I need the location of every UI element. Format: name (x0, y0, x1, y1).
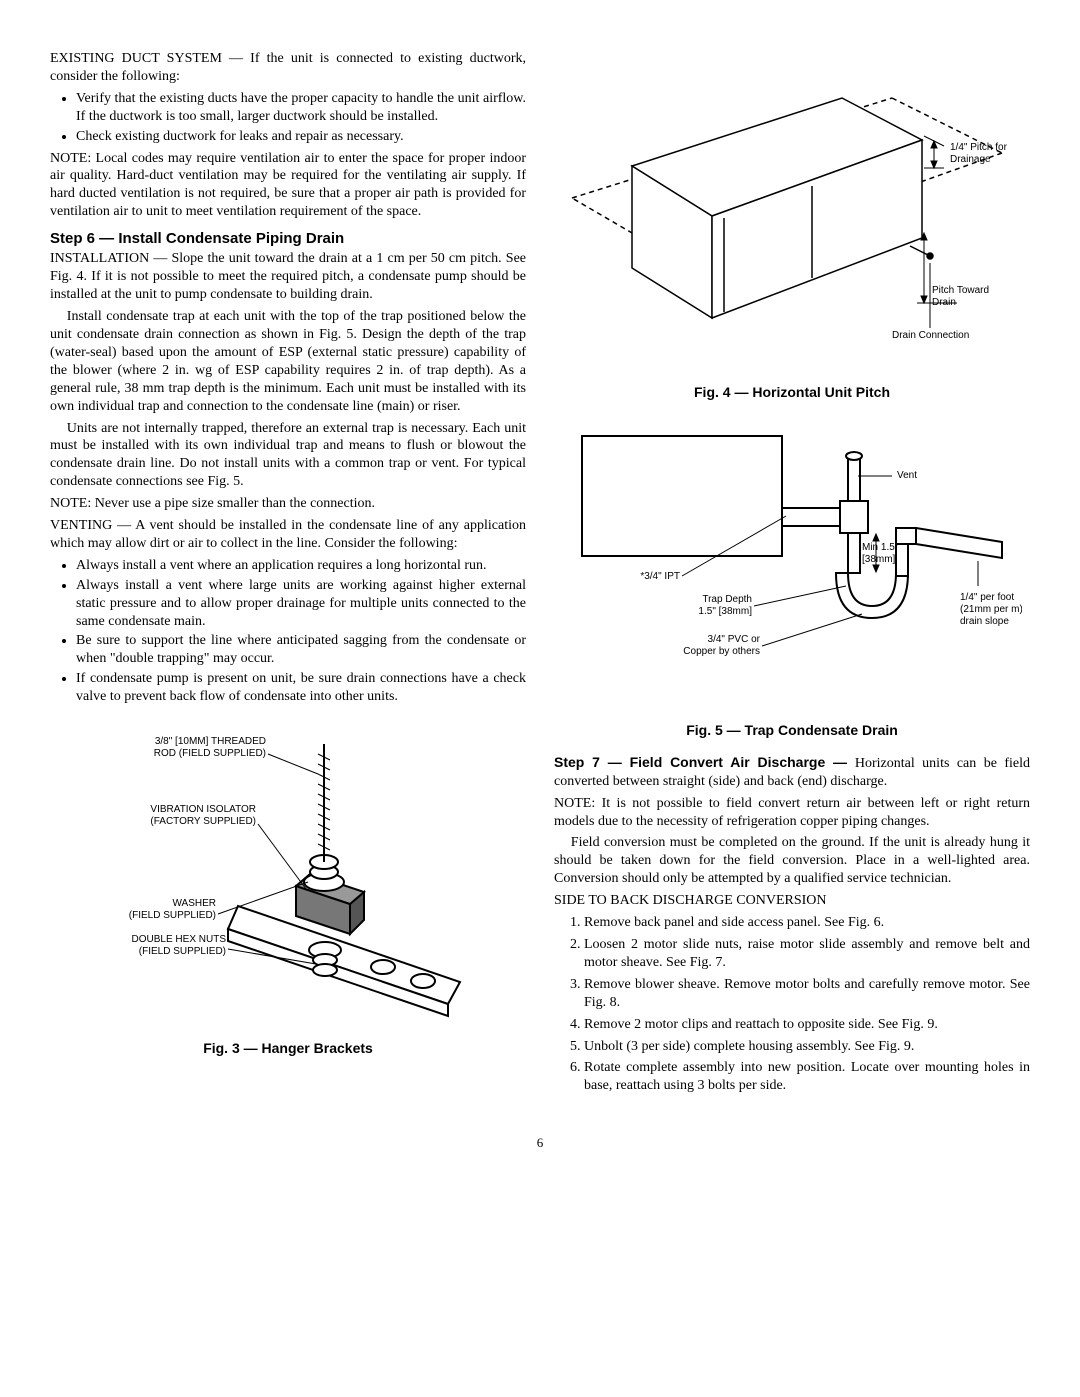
page: EXISTING DUCT SYSTEM — If the unit is co… (50, 50, 1030, 1099)
list-item: Always install a vent where large units … (76, 577, 526, 631)
list-item: Remove back panel and side access panel.… (584, 914, 1030, 932)
step7-note: NOTE: It is not possible to field conver… (554, 795, 1030, 831)
duct-heading: EXISTING DUCT SYSTEM — If the unit is co… (50, 50, 526, 86)
fig3: 3/8" [10MM] THREADED ROD (FIELD SUPPLIED… (50, 714, 526, 1058)
vent-bullets: Always install a vent where an applicati… (50, 557, 526, 706)
vent-lead: VENTING — (50, 518, 135, 533)
list-item: Verify that the existing ducts have the … (76, 90, 526, 126)
fig5-slope2: (21mm per m) (960, 604, 1022, 615)
install-lead: INSTALLATION — (50, 251, 171, 266)
fig3-label-iso-2: (FACTORY SUPPLIED) (150, 816, 256, 827)
duct-bullets: Verify that the existing ducts have the … (50, 90, 526, 146)
list-item: If condensate pump is present on unit, b… (76, 670, 526, 706)
fig4-pitch2-2: Drain (932, 297, 956, 308)
duct-note: NOTE: Local codes may require ventilatio… (50, 150, 526, 222)
fig3-label-iso-1: VIBRATION ISOLATOR (150, 804, 256, 815)
fig5-min2: [38mm] (862, 554, 896, 565)
venting-p: VENTING — A vent should be installed in … (50, 517, 526, 553)
fig3-label-nuts-2: (FIELD SUPPLIED) (139, 946, 226, 957)
fig5-min1: Min 1.5" (862, 542, 899, 553)
fig5: Vent *3/4" IPT Trap Depth 1.5" [38mm] Mi… (554, 416, 1030, 740)
page-number: 6 (50, 1135, 1030, 1152)
side-back-ol: Remove back panel and side access panel.… (554, 914, 1030, 1095)
list-item: Check existing ductwork for leaks and re… (76, 128, 526, 146)
fig3-label-rod-2: ROD (FIELD SUPPLIED) (154, 748, 266, 759)
list-item: Be sure to support the line where antici… (76, 632, 526, 668)
fig5-slope3: drain slope (960, 616, 1009, 627)
step7-heading: Step 7 — Field Convert Air Discharge — (554, 754, 855, 770)
install-p2: Install condensate trap at each unit wit… (50, 308, 526, 415)
fig4: 1/4" Pitch for Drainage Pitch Toward Dra… (554, 58, 1030, 402)
fig3-label-washer-1: WASHER (172, 898, 216, 909)
fig5-pvc2: Copper by others (683, 646, 760, 657)
fig5-trap2: 1.5" [38mm] (698, 606, 752, 617)
fig3-label-nuts-1: DOUBLE HEX NUTS (132, 934, 227, 945)
list-item: Remove 2 motor clips and reattach to opp… (584, 1016, 1030, 1034)
fig3-svg: 3/8" [10MM] THREADED ROD (FIELD SUPPLIED… (78, 714, 498, 1034)
list-item: Always install a vent where an applicati… (76, 557, 526, 575)
fig5-pvc1: 3/4" PVC or (708, 634, 761, 645)
side-back-heading: SIDE TO BACK DISCHARGE CONVERSION (554, 892, 1030, 910)
fig5-caption: Fig. 5 — Trap Condensate Drain (554, 722, 1030, 740)
fig4-pitch1-1: 1/4" Pitch for (950, 142, 1008, 153)
step7-p2: Field conversion must be completed on th… (554, 834, 1030, 888)
list-item: Loosen 2 motor slide nuts, raise motor s… (584, 936, 1030, 972)
fig4-svg: 1/4" Pitch for Drainage Pitch Toward Dra… (562, 58, 1022, 378)
duct-heading-lead: EXISTING DUCT SYSTEM — (50, 51, 250, 66)
step7-p1: Step 7 — Field Convert Air Discharge — H… (554, 754, 1030, 791)
pipe-note: NOTE: Never use a pipe size smaller than… (50, 495, 526, 513)
fig3-label-rod-1: 3/8" [10MM] THREADED (155, 736, 266, 747)
fig4-caption: Fig. 4 — Horizontal Unit Pitch (554, 384, 1030, 402)
install-p1: INSTALLATION — Slope the unit toward the… (50, 250, 526, 304)
step6-heading: Step 6 — Install Condensate Piping Drain (50, 229, 526, 248)
list-item: Rotate complete assembly into new positi… (584, 1059, 1030, 1095)
fig3-label-washer-2: (FIELD SUPPLIED) (129, 910, 216, 921)
fig4-pitch1-2: Drainage (950, 154, 991, 165)
fig4-pitch2-1: Pitch Toward (932, 285, 989, 296)
install-p3: Units are not internally trapped, theref… (50, 420, 526, 492)
fig5-slope1: 1/4" per foot (960, 592, 1014, 603)
fig5-ipt: *3/4" IPT (640, 571, 680, 582)
right-column: 1/4" Pitch for Drainage Pitch Toward Dra… (554, 50, 1030, 1099)
fig5-trap1: Trap Depth (702, 594, 752, 605)
list-item: Remove blower sheave. Remove motor bolts… (584, 976, 1030, 1012)
fig3-caption: Fig. 3 — Hanger Brackets (50, 1040, 526, 1058)
fig4-drain: Drain Connection (892, 330, 969, 341)
left-column: EXISTING DUCT SYSTEM — If the unit is co… (50, 50, 526, 1099)
fig5-svg: Vent *3/4" IPT Trap Depth 1.5" [38mm] Mi… (562, 416, 1022, 716)
list-item: Unbolt (3 per side) complete housing ass… (584, 1038, 1030, 1056)
fig5-vent: Vent (897, 470, 917, 481)
